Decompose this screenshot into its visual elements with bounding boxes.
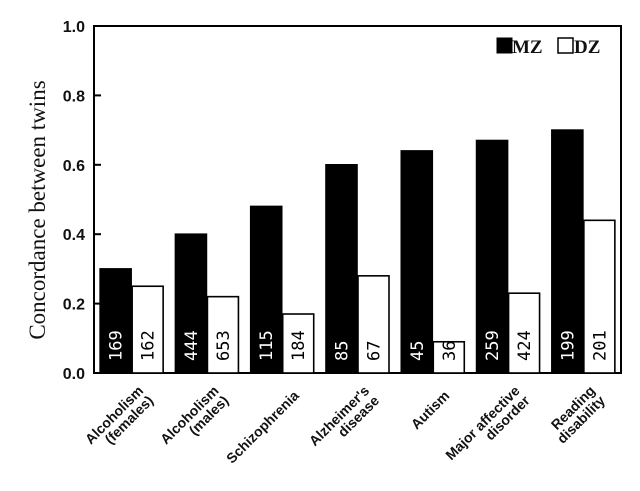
mz-bar: [249, 205, 283, 374]
bars-group: 169 162 444 653 115 184 85 67 45 36 259 424 199 201: [99, 129, 616, 374]
dz-bar-label: 67: [365, 341, 385, 361]
legend-swatch-dz: [557, 37, 574, 54]
legend-swatch-mz: [496, 37, 513, 54]
dz-bar: [583, 219, 616, 374]
mz-bar: [475, 139, 509, 374]
category-label: Alcoholism(males): [157, 382, 232, 447]
mz-bar: [174, 233, 208, 374]
dz-bar: [131, 285, 164, 374]
y-tick-label: 0.0: [63, 366, 85, 383]
dz-bar-label: 184: [289, 330, 309, 361]
dz-bar: [357, 275, 390, 374]
mz-bar: [551, 129, 584, 374]
mz-bar-label: 115: [257, 330, 277, 361]
y-tick-label: 0.6: [63, 158, 85, 175]
legend-label-dz: DZ: [574, 37, 600, 58]
y-tick-label: 1.0: [63, 19, 85, 36]
x-axis: Alcoholism(females) Alcoholism(males)Schi…: [82, 382, 608, 466]
legend-label-mz: MZ: [512, 37, 543, 58]
y-axis: 0.0 0.2 0.4 0.6 0.8 1.0: [63, 19, 101, 383]
category-label: Alcoholism(females): [82, 382, 157, 447]
mz-bar: [325, 164, 358, 374]
dz-bar-label: 36: [440, 341, 460, 361]
mz-bar-label: 169: [107, 330, 127, 361]
mz-bar-label: 199: [558, 330, 578, 361]
category-label: Schizophrenia: [223, 387, 302, 466]
mz-bar-label: 259: [483, 330, 503, 361]
dz-bar-label: 424: [515, 330, 535, 361]
dz-bar: [507, 292, 541, 374]
dz-bar: [206, 295, 240, 374]
y-tick-label: 0.4: [63, 227, 85, 244]
mz-bar: [400, 150, 434, 374]
y-axis-label: Concordance between twins: [25, 80, 50, 339]
category-label-line: Autism: [408, 387, 453, 432]
legend: MZ DZ: [496, 37, 600, 58]
dz-bar: [281, 313, 315, 374]
mz-bar-label: 444: [182, 330, 202, 361]
mz-bar-label: 45: [408, 341, 428, 361]
dz-bar-label: 162: [139, 330, 159, 361]
category-label: Autism: [408, 387, 453, 432]
mz-bar-label: 85: [333, 341, 353, 361]
mz-bar: [99, 268, 132, 374]
y-tick-label: 0.8: [63, 88, 85, 105]
dz-bar-label: 653: [214, 330, 234, 361]
category-label-line: Schizophrenia: [223, 387, 302, 466]
dz-bar-label: 201: [590, 330, 610, 361]
y-tick-label: 0.2: [63, 297, 85, 314]
dz-bar: [432, 340, 466, 374]
